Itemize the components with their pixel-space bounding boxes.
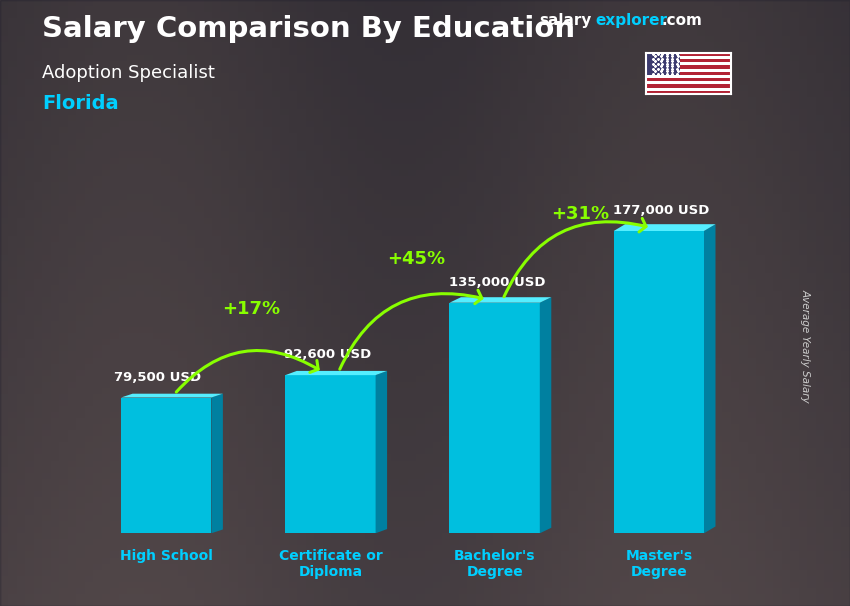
Polygon shape <box>121 394 223 398</box>
Bar <box>646 91 731 94</box>
Bar <box>646 68 731 72</box>
Text: .com: .com <box>661 13 702 28</box>
Text: salary: salary <box>540 13 592 28</box>
Polygon shape <box>286 371 387 375</box>
Bar <box>121 398 212 533</box>
Bar <box>646 84 731 88</box>
Polygon shape <box>376 371 387 533</box>
Polygon shape <box>212 394 223 533</box>
Bar <box>646 88 731 91</box>
Text: explorer: explorer <box>595 13 667 28</box>
Text: 92,600 USD: 92,600 USD <box>285 348 371 361</box>
Text: Adoption Specialist: Adoption Specialist <box>42 64 215 82</box>
Text: +31%: +31% <box>551 205 609 223</box>
Bar <box>286 375 376 533</box>
Bar <box>646 56 731 59</box>
Text: 79,500 USD: 79,500 USD <box>114 371 201 384</box>
Polygon shape <box>704 224 716 533</box>
Bar <box>646 65 731 68</box>
Text: Average Yearly Salary: Average Yearly Salary <box>800 288 810 402</box>
Text: +17%: +17% <box>223 300 280 318</box>
Text: 135,000 USD: 135,000 USD <box>449 276 545 289</box>
Text: Florida: Florida <box>42 94 119 113</box>
Bar <box>646 53 680 75</box>
Bar <box>646 72 731 75</box>
Polygon shape <box>450 297 552 303</box>
Text: 177,000 USD: 177,000 USD <box>613 204 709 218</box>
Bar <box>646 81 731 84</box>
Bar <box>646 62 731 65</box>
Text: +45%: +45% <box>387 250 445 268</box>
Polygon shape <box>614 224 716 231</box>
Text: Salary Comparison By Education: Salary Comparison By Education <box>42 15 575 43</box>
Bar <box>450 303 540 533</box>
Bar <box>646 75 731 78</box>
Bar <box>646 53 731 56</box>
Bar <box>614 231 704 533</box>
Bar <box>646 59 731 62</box>
Bar <box>646 78 731 81</box>
Polygon shape <box>540 297 552 533</box>
